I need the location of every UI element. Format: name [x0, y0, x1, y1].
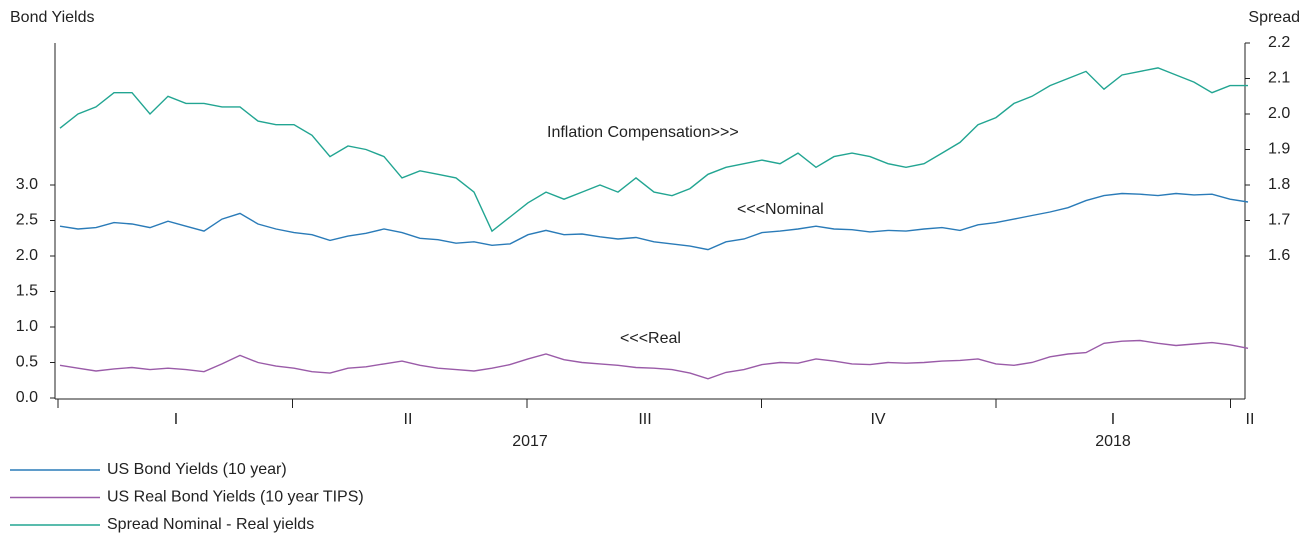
- x-year-label: 2017: [512, 433, 548, 450]
- annotation: Inflation Compensation>>>: [547, 124, 739, 141]
- x-year-label: 2018: [1095, 433, 1131, 450]
- y-tick-label: 0.0: [16, 389, 38, 406]
- y-tick-label: 0.5: [16, 354, 38, 371]
- y-tick-label: 3.0: [16, 176, 38, 193]
- x-tick-label: I: [174, 411, 178, 428]
- y2-tick-label: 1.7: [1268, 212, 1290, 229]
- legend-label: US Bond Yields (10 year): [107, 461, 287, 478]
- y-tick-label: 1.0: [16, 318, 38, 335]
- y2-tick-label: 1.8: [1268, 176, 1290, 193]
- x-tick-label: I: [1111, 411, 1115, 428]
- series-line: [59, 192, 1249, 251]
- y-axis-label: Bond Yields: [10, 9, 95, 26]
- y2-tick-label: 1.6: [1268, 247, 1290, 264]
- y2-axis-label: Spread: [1248, 9, 1300, 26]
- y-tick-label: 2.5: [16, 212, 38, 229]
- y2-tick-label: 2.2: [1268, 34, 1290, 51]
- series-line: [59, 339, 1249, 380]
- x-tick-label: II: [1246, 411, 1255, 428]
- x-tick-label: II: [404, 411, 413, 428]
- legend-label: Spread Nominal - Real yields: [107, 516, 314, 533]
- y2-tick-label: 2.1: [1268, 70, 1290, 87]
- annotation: <<<Real: [620, 330, 681, 347]
- legend-label: US Real Bond Yields (10 year TIPS): [107, 489, 364, 506]
- y2-tick-label: 2.0: [1268, 105, 1290, 122]
- annotation: <<<Nominal: [737, 201, 824, 218]
- x-tick-label: IV: [870, 411, 885, 428]
- y-tick-label: 2.0: [16, 247, 38, 264]
- x-tick-label: III: [638, 411, 651, 428]
- y-tick-label: 1.5: [16, 283, 38, 300]
- series-line: [59, 67, 1248, 233]
- y2-tick-label: 1.9: [1268, 141, 1290, 158]
